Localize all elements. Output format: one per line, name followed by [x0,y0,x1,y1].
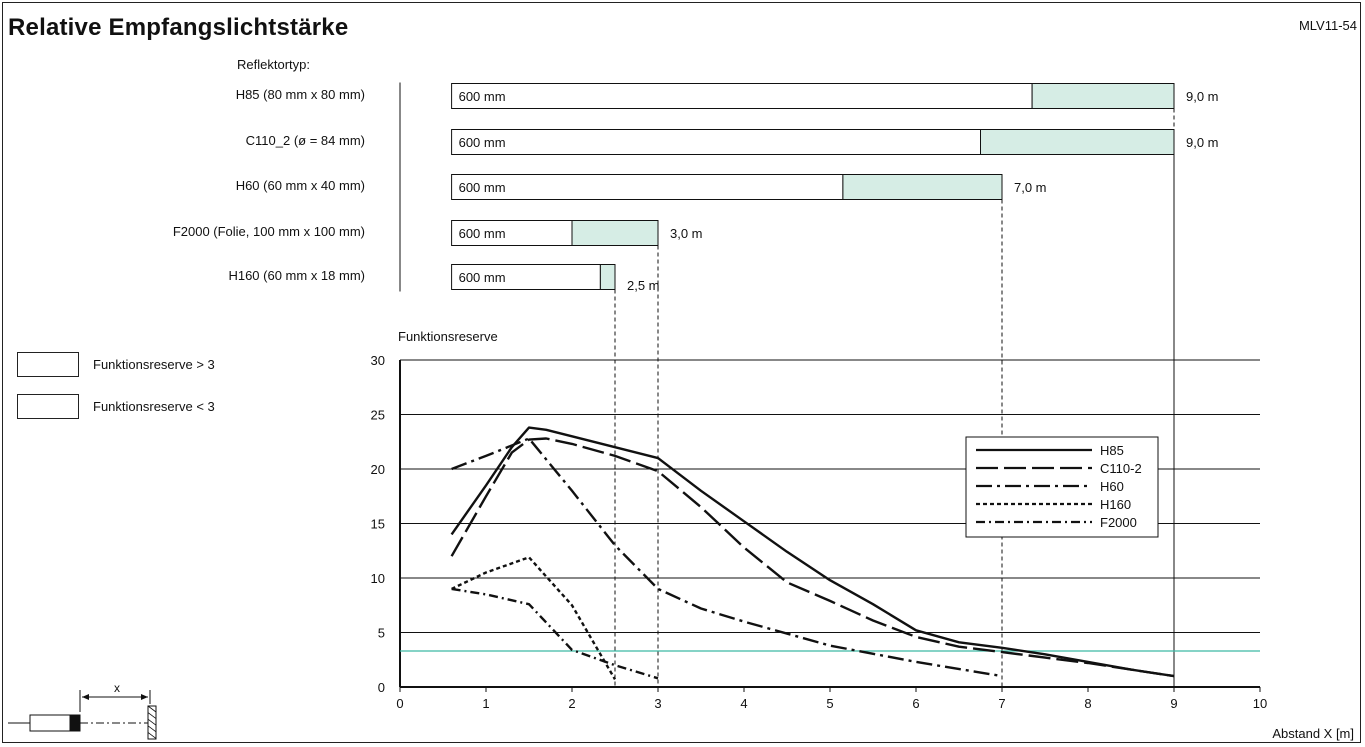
bar-end-label: 9,0 m [1186,89,1219,104]
bar-segment-high [451,174,844,200]
reflector-header: Reflektortyp: [237,57,310,72]
reflector-name: H60 (60 mm x 40 mm) [235,178,365,193]
bar-segment-low [571,220,659,246]
reflector-name: C110_2 (ø = 84 mm) [245,133,365,148]
series-line-h160 [451,556,617,681]
legend-box-low [17,394,79,419]
y-tick-label: 0 [378,680,385,695]
bar-segment-low [842,174,1003,200]
y-tick-label: 30 [371,353,385,368]
bar-segment-low [599,264,616,290]
bar-segment-high [451,220,573,246]
series-line-h85 [450,426,1175,678]
bar-start-label: 600 mm [459,226,506,241]
legend-box-high-label: Funktionsreserve > 3 [93,357,215,372]
page-title: Relative Empfangslichtstärke [8,14,349,41]
bar-start-label: 600 mm [459,89,506,104]
x-tick-label: 7 [998,696,1005,711]
bar-end-label: 9,0 m [1186,135,1219,150]
y-tick-label: 25 [371,408,385,423]
x-axis-label: Abstand X [m] [1272,726,1354,741]
series-line-c110-2 [450,437,1175,678]
legend-label: H85 [1100,443,1124,458]
legend-box-low-label: Funktionsreserve < 3 [93,399,215,414]
reflector-name: H160 (60 mm x 18 mm) [228,268,365,283]
legend-label: H60 [1100,479,1124,494]
reflector-name: H85 (80 mm x 80 mm) [235,87,365,102]
reflector-name: F2000 (Folie, 100 mm x 100 mm) [172,224,365,239]
x-tick-label: 0 [396,696,403,711]
x-tick-label: 5 [826,696,833,711]
bar-end-label: 7,0 m [1014,180,1047,195]
x-tick-label: 6 [912,696,919,711]
legend-label: C110-2 [1100,461,1142,476]
bar-start-label: 600 mm [459,180,506,195]
x-tick-label: 1 [482,696,489,711]
series-line-f2000 [451,587,659,680]
y-tick-label: 10 [371,571,385,586]
legend-label: H160 [1100,497,1131,512]
x-tick-label: 9 [1170,696,1177,711]
x-tick-label: 3 [654,696,661,711]
legend-box-high [17,352,79,377]
bar-segment-low [980,129,1175,155]
bar-start-label: 600 mm [459,270,506,285]
x-tick-label: 2 [568,696,575,711]
x-tick-label: 4 [740,696,747,711]
bar-end-label: 2,5 m [627,278,660,293]
sensor-diagram-icon: x [8,681,157,740]
legend-label: F2000 [1100,515,1137,530]
figure-code: MLV11-54 [1298,18,1357,33]
bar-end-label: 3,0 m [670,226,703,241]
bar-segment-high [451,83,1033,109]
y-tick-label: 20 [371,462,385,477]
bar-segment-high [451,264,601,290]
y-tick-label: 15 [371,517,385,532]
sensor-distance-label: x [114,681,120,695]
series-line-h60 [451,437,1003,678]
y-tick-label: 5 [378,626,385,641]
x-tick-label: 10 [1253,696,1267,711]
y-axis-label: Funktionsreserve [398,329,498,344]
bar-segment-low [1031,83,1175,109]
x-tick-label: 8 [1084,696,1091,711]
bar-segment-high [451,129,982,155]
bar-start-label: 600 mm [459,135,506,150]
